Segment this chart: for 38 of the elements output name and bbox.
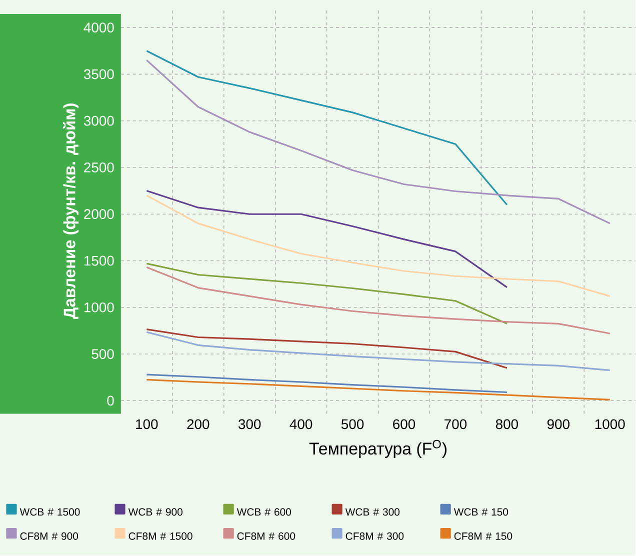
line-series bbox=[146, 60, 611, 224]
x-tick-label: 1000 bbox=[595, 419, 625, 430]
legend-label: CF8M # 150 bbox=[454, 532, 512, 540]
legend-label: WCB # 900 bbox=[128, 508, 182, 516]
x-tick-label: 600 bbox=[393, 419, 416, 430]
x-tick-label: 700 bbox=[444, 419, 467, 430]
legend-label: CF8M # 300 bbox=[346, 532, 404, 540]
line-series bbox=[146, 328, 508, 369]
legend-label: WCB # 150 bbox=[454, 508, 508, 516]
line-series bbox=[146, 190, 508, 288]
line-series bbox=[146, 374, 508, 394]
line-series bbox=[146, 266, 611, 334]
line-series bbox=[146, 194, 611, 298]
y-tick-label: 2000 bbox=[84, 209, 114, 220]
y-tick-label: 500 bbox=[92, 349, 114, 360]
legend-label: CF8M # 900 bbox=[20, 532, 78, 540]
x-tick-label: 100 bbox=[136, 419, 158, 430]
y-tick-label: 1500 bbox=[84, 256, 114, 266]
x-tick-label: 800 bbox=[496, 419, 518, 430]
legend-label: WCB # 600 bbox=[236, 508, 292, 516]
legend-label: WCB # 1500 bbox=[20, 508, 80, 516]
y-tick-label: 3000 bbox=[84, 116, 114, 126]
y-tick-label: 4000 bbox=[84, 22, 114, 33]
legend-label: CF8M # 1500 bbox=[128, 532, 192, 540]
x-tick-label: 400 bbox=[290, 419, 312, 430]
y-tick-label: 2500 bbox=[84, 162, 114, 173]
y-axis-title: Давление (фунт/кв. дюйм) bbox=[62, 104, 79, 320]
line-series bbox=[146, 262, 508, 325]
y-tick-label: 0 bbox=[107, 396, 114, 406]
y-tick-label: 1000 bbox=[84, 302, 114, 313]
y-tick-label: 3500 bbox=[84, 69, 114, 80]
x-tick-label: 900 bbox=[547, 419, 570, 430]
legend-label: CF8M # 600 bbox=[237, 532, 296, 540]
x-tick-label: 200 bbox=[187, 419, 210, 430]
x-axis-title: Температура (F$^{O}$) bbox=[309, 440, 446, 458]
x-tick-label: 500 bbox=[341, 419, 364, 430]
x-tick-label: 300 bbox=[238, 419, 261, 430]
legend-label: WCB # 300 bbox=[345, 508, 400, 516]
